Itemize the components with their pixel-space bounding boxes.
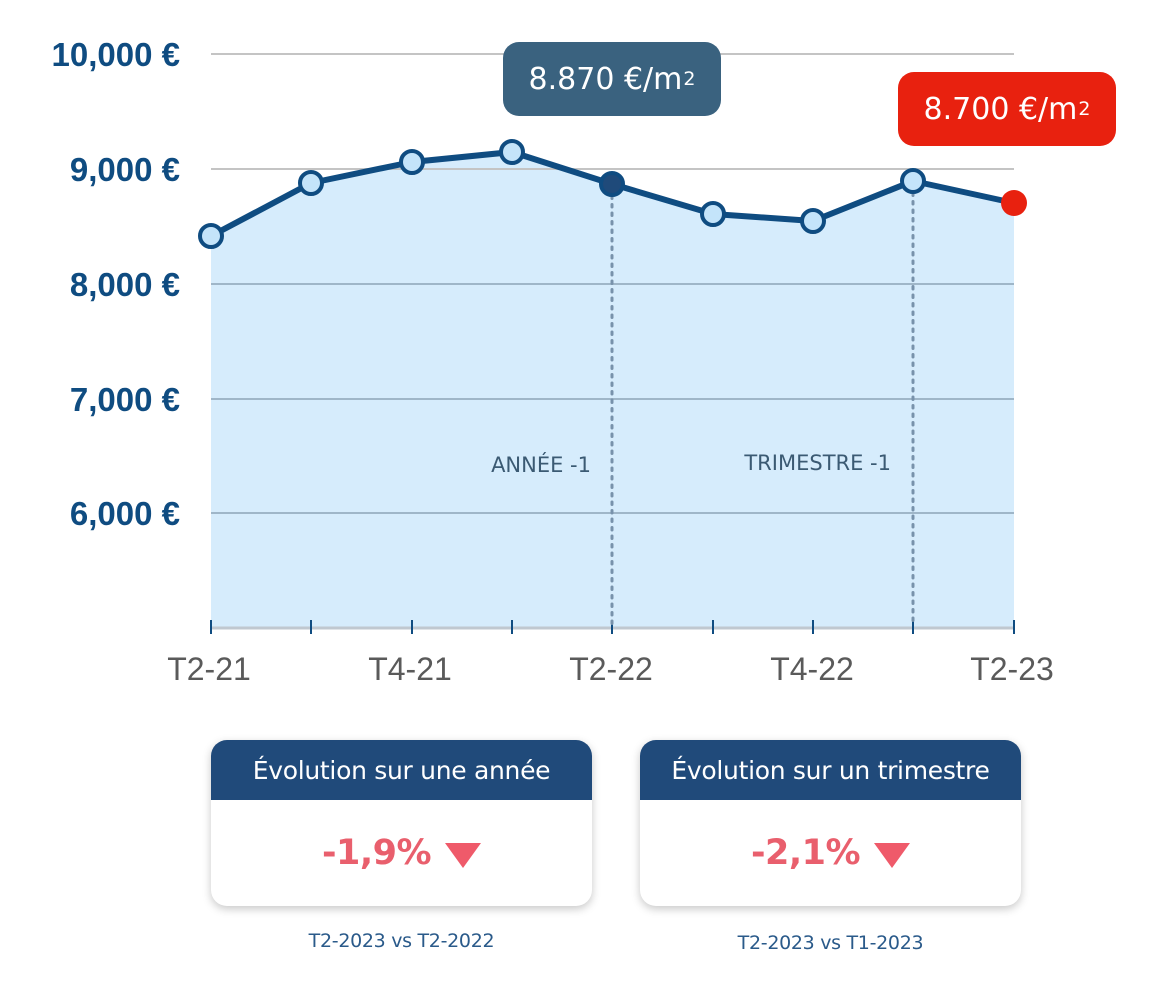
annotation-year: ANNÉE -1 [491,452,591,477]
annotation-quarter: TRIMESTRE -1 [743,451,891,475]
card-yearly-evolution: Évolution sur une année -1,9% [211,740,592,906]
data-point-current[interactable] [1001,190,1027,216]
data-point[interactable] [399,149,425,175]
y-axis-labels: 10,000 € 9,000 € 8,000 € 7,000 € 6,000 € [52,36,180,532]
callout-reference-price: 8.870 €/m 2 [503,42,721,116]
card-caption: T2-2023 vs T2-2022 [308,930,495,952]
callout-reference-text: 8.870 €/m [528,61,683,97]
data-point-reference[interactable] [599,171,625,197]
x-label: T2-22 [569,651,653,687]
data-markers [198,139,1027,249]
card-title: Évolution sur un trimestre [640,740,1021,800]
callout-current-price: 8.700 €/m 2 [898,72,1116,146]
card-value: -2,1% [750,833,861,873]
trend-down-icon [445,842,482,868]
callout-current-text: 8.700 €/m [923,91,1078,127]
card-body: -2,1% [640,800,1021,906]
x-label: T2-21 [167,651,251,687]
card-value: -1,9% [321,833,432,873]
callout-current-sup: 2 [1078,98,1091,120]
area-fill [211,152,1014,628]
data-point[interactable] [700,201,726,227]
y-label: 6,000 € [70,495,180,532]
y-label: 8,000 € [70,266,180,303]
card-title: Évolution sur une année [211,740,592,800]
x-label: T4-22 [770,651,854,687]
callout-reference-sup: 2 [683,68,696,90]
x-label: T4-21 [368,651,452,687]
y-label: 9,000 € [70,151,180,188]
data-point[interactable] [800,208,826,234]
y-label: 10,000 € [52,36,180,73]
data-point[interactable] [499,139,525,165]
y-label: 7,000 € [70,381,180,418]
card-quarterly-evolution: Évolution sur un trimestre -2,1% [640,740,1021,906]
data-point[interactable] [298,170,324,196]
data-point[interactable] [900,168,926,194]
card-caption: T2-2023 vs T1-2023 [737,932,924,954]
trend-down-icon [874,842,911,868]
card-body: -1,9% [211,800,592,906]
price-chart: ANNÉE -1 TRIMESTRE -1 10,000 € 9,000 € 8… [52,36,1054,687]
data-point[interactable] [198,223,224,249]
x-axis [210,620,1015,634]
x-axis-labels: T2-21 T4-21 T2-22 T4-22 T2-23 [167,651,1054,687]
x-label: T2-23 [970,651,1054,687]
